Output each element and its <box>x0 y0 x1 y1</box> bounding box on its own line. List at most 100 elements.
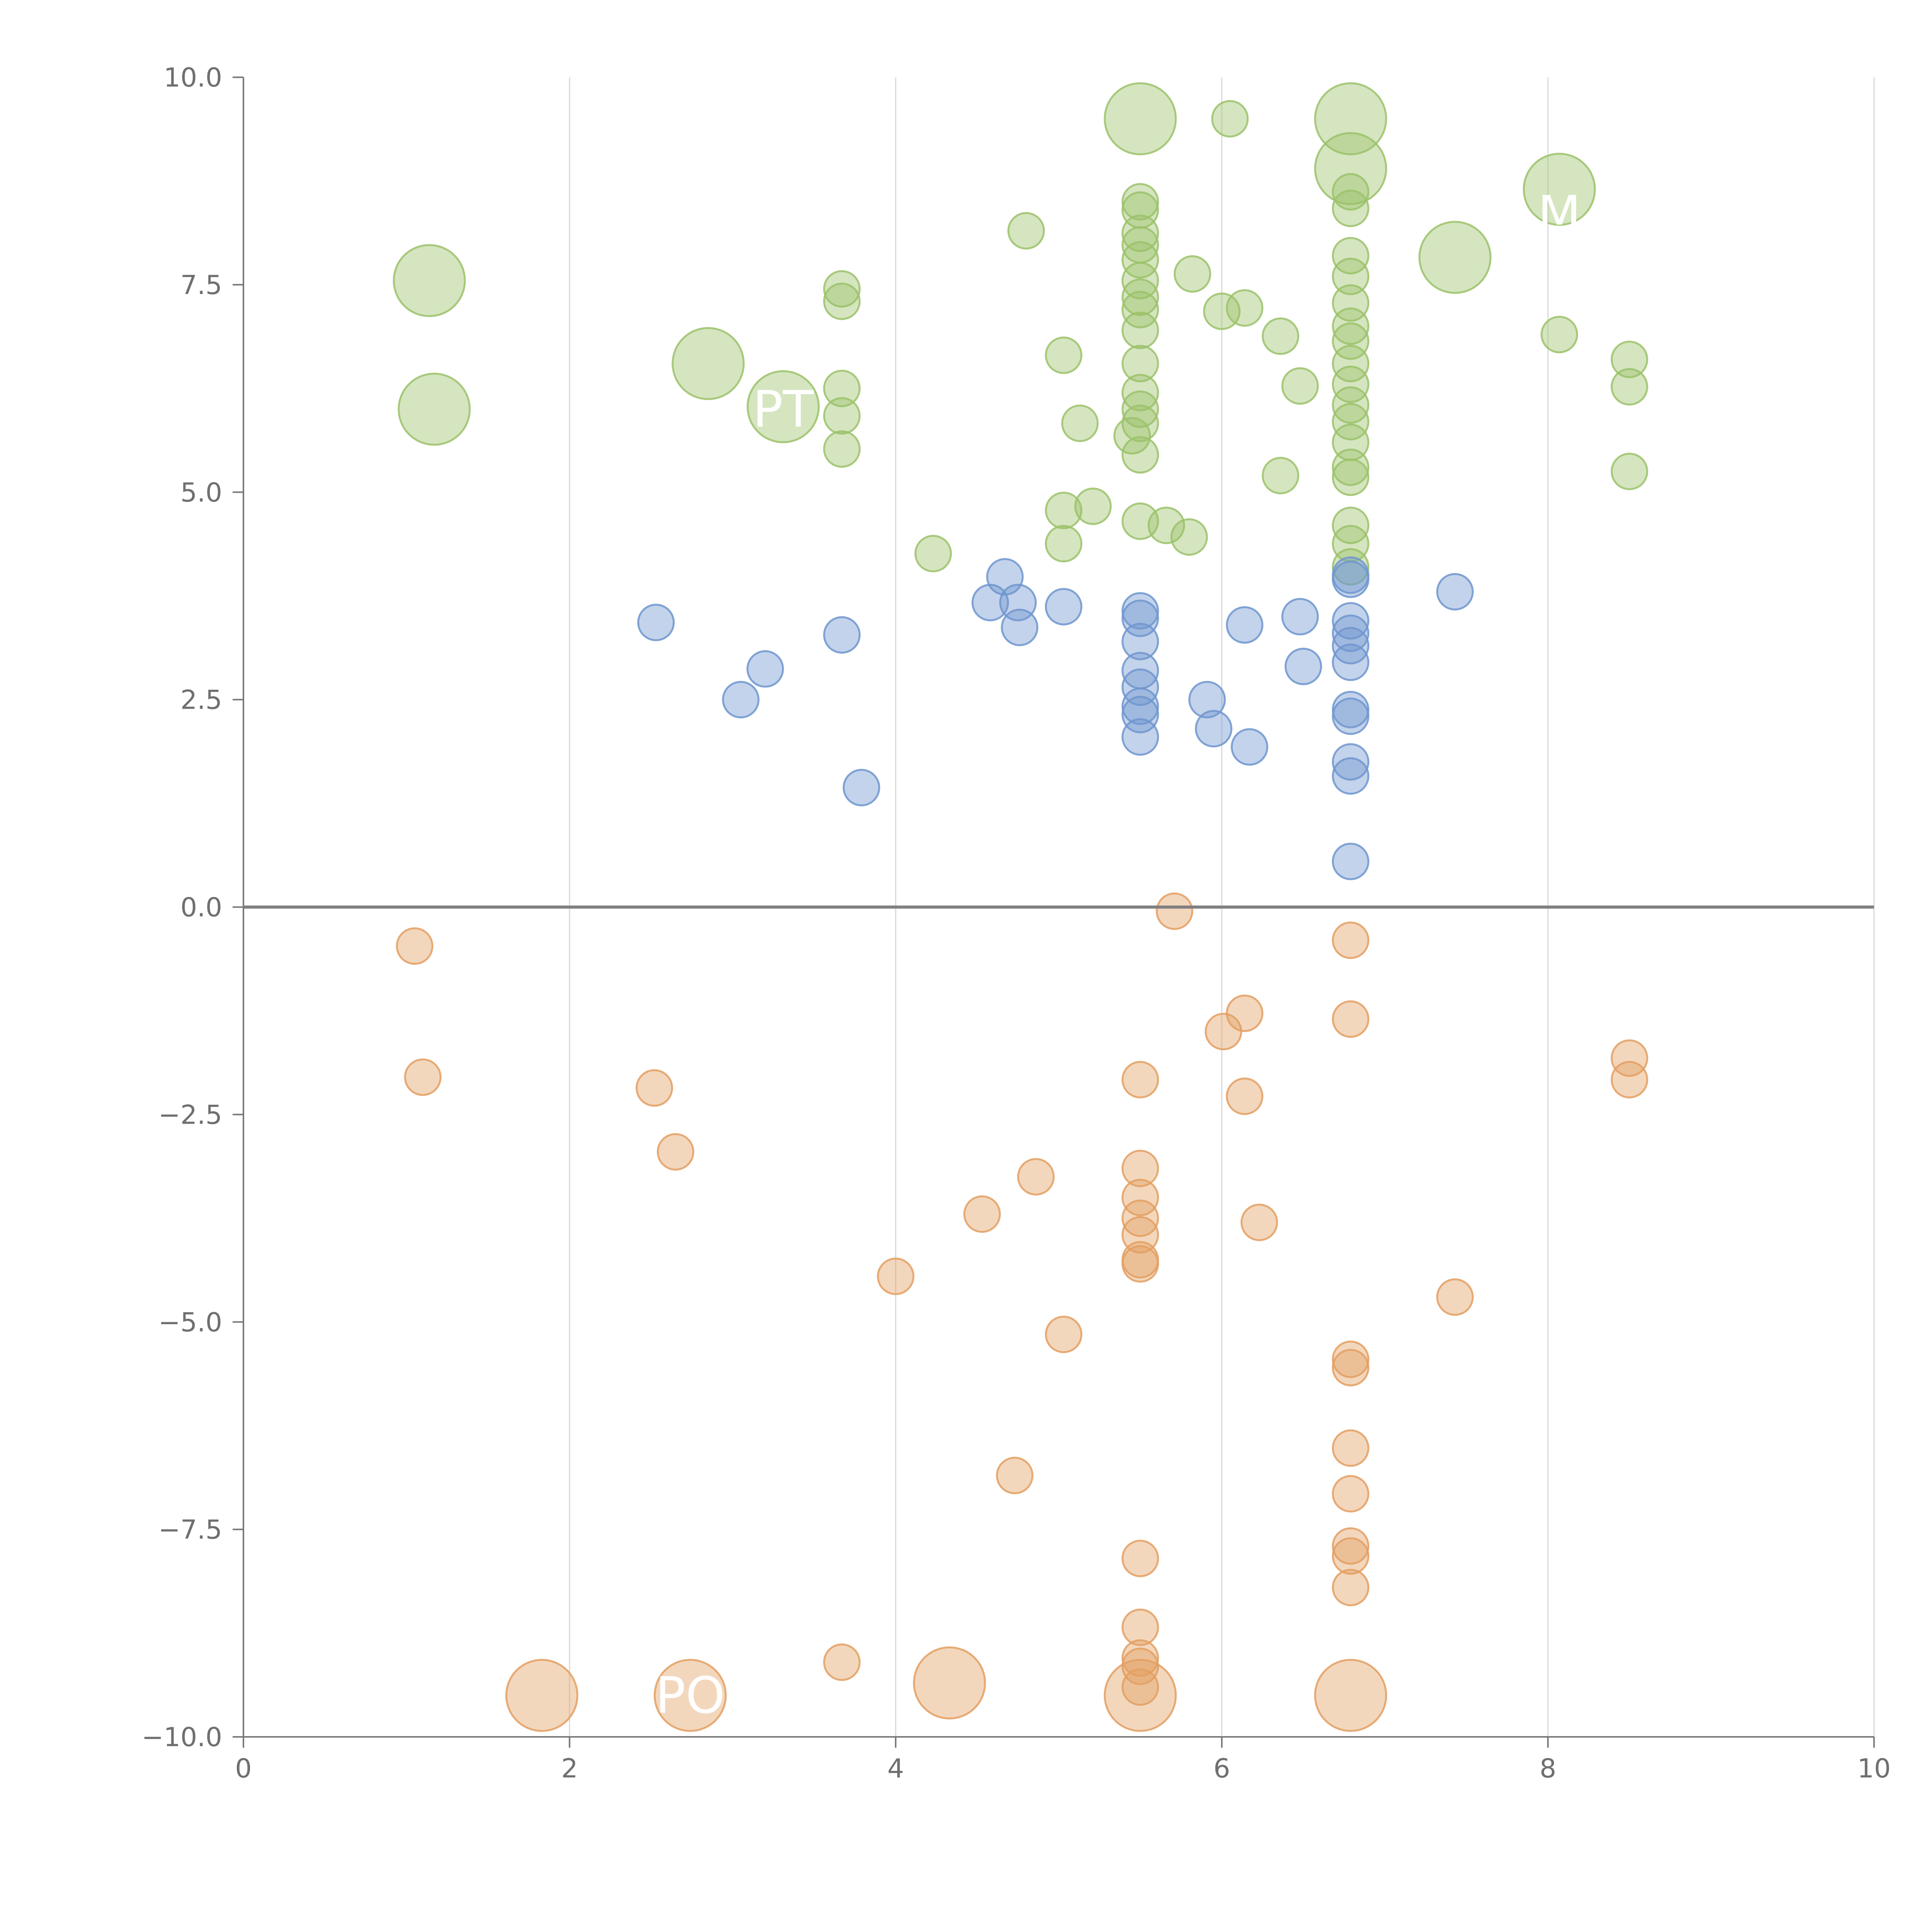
bubble <box>1436 1278 1474 1316</box>
y-tick-label: 0.0 <box>180 893 222 923</box>
bubble <box>398 372 471 446</box>
bubble <box>1281 367 1319 405</box>
x-tick-label: 8 <box>1539 1753 1556 1784</box>
bubble <box>653 1659 727 1732</box>
bubble <box>404 1058 442 1096</box>
bubble <box>1332 643 1369 681</box>
bubble-layer <box>393 82 1648 1732</box>
x-tick-label: 6 <box>1213 1753 1230 1784</box>
bubble <box>1332 548 1369 586</box>
bubble <box>1121 345 1159 383</box>
bubble <box>842 769 880 806</box>
bubble <box>1113 417 1151 455</box>
bubble <box>1017 1158 1055 1196</box>
x-tick-label: 10 <box>1857 1753 1891 1784</box>
y-tick-label: 7.5 <box>180 270 222 301</box>
bubble <box>1332 1000 1369 1038</box>
x-tick-label: 4 <box>887 1753 904 1784</box>
x-tick-label: 0 <box>235 1753 252 1784</box>
bubble <box>1045 492 1083 529</box>
bubble <box>1170 518 1208 556</box>
bubble <box>1045 525 1083 563</box>
bubble <box>1074 487 1112 525</box>
bubble <box>393 244 466 317</box>
bubble <box>1332 697 1369 735</box>
bubble <box>1121 262 1159 299</box>
bubble <box>1332 842 1369 880</box>
bubble <box>1284 648 1322 685</box>
ticks: 0 2 4 6 8 10 10.0 7.5 5.0 2.5 0.0 −2.5 −5.0 −7.5 −10.0 <box>142 63 1891 1784</box>
bubble <box>1332 345 1369 383</box>
x-tick-label: 2 <box>561 1753 578 1784</box>
bubble <box>1332 386 1369 424</box>
axes <box>243 77 1874 1738</box>
bubble <box>1611 452 1648 490</box>
bubble <box>1121 1639 1159 1677</box>
bubble <box>1121 687 1159 725</box>
bubble <box>1121 1668 1159 1706</box>
bubble <box>996 1457 1034 1495</box>
bubble <box>1121 668 1159 706</box>
bubble <box>1173 255 1211 293</box>
y-tick-label: −5.0 <box>158 1307 222 1338</box>
bubble <box>1226 606 1264 644</box>
bubble <box>1332 448 1369 486</box>
bubble <box>1121 291 1159 328</box>
bubble <box>823 1643 861 1681</box>
bubble <box>1121 1150 1159 1187</box>
bubble <box>1121 1609 1159 1646</box>
bubble <box>1195 710 1233 748</box>
bubble <box>1121 374 1159 412</box>
bubble <box>1121 241 1159 279</box>
bubble <box>747 370 820 444</box>
bubble <box>1240 1204 1278 1242</box>
bubble <box>1281 598 1319 636</box>
bubble <box>1188 681 1226 719</box>
bubble <box>672 327 745 400</box>
bubble <box>1332 458 1369 496</box>
bubble <box>1611 1039 1648 1077</box>
bubble <box>396 927 434 965</box>
bubble <box>1121 1647 1159 1685</box>
bubble <box>1332 1475 1369 1513</box>
y-tick-label: 5.0 <box>180 478 222 508</box>
annotations: PT M PO <box>655 185 1581 1725</box>
bubble <box>1314 1659 1387 1732</box>
bubble <box>1001 609 1039 646</box>
bubble <box>1332 560 1369 598</box>
bubble <box>823 282 861 320</box>
bubble-label: PO <box>655 1666 725 1725</box>
bubble <box>1007 212 1045 250</box>
bubble <box>1211 100 1249 138</box>
bubble <box>1226 1077 1264 1115</box>
y-tick-label: 10.0 <box>164 63 222 93</box>
y-tick-label: −2.5 <box>158 1100 222 1130</box>
bubble <box>1611 368 1648 406</box>
bubble <box>1332 403 1369 440</box>
bubble <box>1121 1539 1159 1577</box>
bubble <box>1332 614 1369 652</box>
bubble <box>1332 627 1369 665</box>
bubble <box>1332 1429 1369 1467</box>
bubble <box>823 397 861 435</box>
bubble <box>1226 994 1264 1032</box>
bubble <box>963 1195 1001 1233</box>
bubble <box>1121 311 1159 349</box>
bubble <box>1121 1179 1159 1216</box>
bubble <box>637 604 675 641</box>
bubble <box>1121 696 1159 733</box>
bubble <box>1332 1340 1369 1378</box>
bubble <box>1045 336 1083 374</box>
series-orange <box>396 892 1648 1732</box>
bubble <box>1332 757 1369 795</box>
bubble <box>1332 743 1369 781</box>
y-tick-label: −10.0 <box>142 1722 222 1753</box>
bubble <box>1045 1315 1083 1353</box>
bubble-label: M <box>1537 185 1581 243</box>
bubble <box>722 681 760 719</box>
bubble <box>823 270 861 308</box>
bubble <box>914 535 952 573</box>
bubble <box>1332 921 1369 959</box>
bubble <box>1262 457 1299 495</box>
bubble <box>1121 436 1159 474</box>
